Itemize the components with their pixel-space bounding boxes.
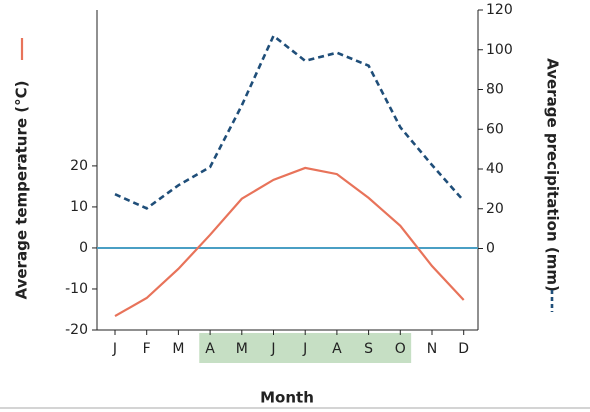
y2-tick-label: 0 — [486, 241, 495, 257]
x-tick-label: S — [364, 341, 373, 357]
x-tick-label: A — [332, 341, 342, 357]
x-tick-label: M — [236, 341, 248, 357]
y-tick-label: 20 — [70, 158, 88, 174]
x-tick-label: F — [143, 341, 151, 357]
x-tick-label: J — [112, 341, 117, 357]
y-tick-label: -20 — [65, 322, 88, 338]
y2-tick-label: 20 — [486, 201, 504, 217]
y2-tick-label: 40 — [486, 161, 504, 177]
x-tick-label: N — [427, 341, 437, 357]
x-tick-label: J — [302, 341, 307, 357]
y2-tick-label: 120 — [486, 2, 513, 18]
y-tick-label: 10 — [70, 199, 88, 215]
shaded-months — [199, 333, 412, 363]
x-axis-title: Month — [260, 389, 314, 407]
y2-tick-label: 60 — [486, 121, 504, 137]
series-line — [114, 33, 465, 210]
x-tick-label: M — [172, 341, 184, 357]
x-tick-label: O — [395, 341, 406, 357]
y2-tick-label: 80 — [486, 82, 504, 98]
y-tick-label: -10 — [65, 281, 88, 297]
y2-axis-title: Average precipitation (mm) — [544, 58, 562, 292]
x-tick-label: J — [270, 341, 275, 357]
x-tick-label: A — [205, 341, 215, 357]
x-tick-label: D — [458, 341, 469, 357]
series-line — [114, 166, 465, 318]
y-axis-title: Average temperature (°C) — [13, 81, 31, 300]
y2-tick-label: 100 — [486, 42, 513, 58]
y-tick-label: 0 — [79, 240, 88, 256]
